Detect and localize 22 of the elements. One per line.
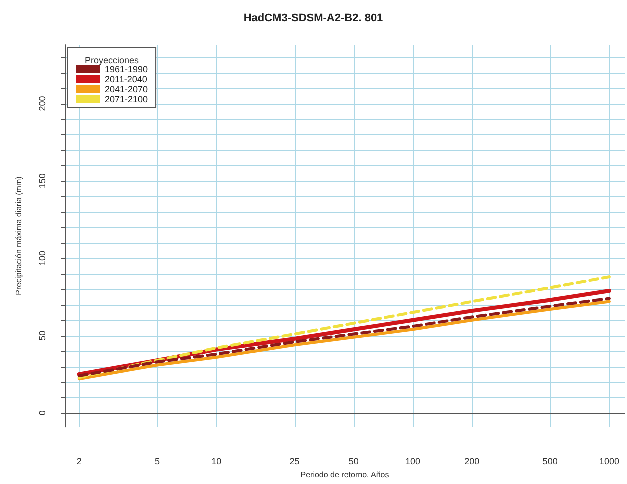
- chart-title: HadCM3-SDSM-A2-B2. 801: [244, 12, 384, 24]
- y-tick-label: 100: [38, 250, 48, 266]
- x-tick-label: 50: [348, 456, 359, 467]
- x-tick-label: 2: [76, 456, 82, 467]
- legend-title: Proyecciones: [85, 56, 140, 66]
- legend-label: 2041-2070: [105, 84, 148, 94]
- x-tick-label: 500: [542, 456, 558, 467]
- legend-label: 2071-2100: [105, 94, 148, 104]
- y-tick-label: 0: [38, 410, 48, 416]
- y-axis-title: Precipitación máxima diaria (mm): [14, 176, 24, 296]
- x-tick-label: 10: [212, 456, 222, 467]
- x-tick-label: 25: [290, 456, 300, 467]
- x-axis-title: Periodo de retorno. Años: [300, 470, 390, 480]
- legend-label: 1961-1990: [105, 64, 148, 74]
- legend-label: 2011-2040: [105, 74, 148, 84]
- y-tick-label: 150: [38, 174, 48, 189]
- x-tick-label: 100: [406, 456, 421, 467]
- x-tick-label: 5: [155, 456, 160, 467]
- x-tick-label: 1000: [599, 456, 620, 467]
- y-tick-label: 200: [38, 96, 48, 112]
- y-tick-label: 50: [38, 330, 48, 341]
- x-tick-label: 200: [464, 456, 480, 467]
